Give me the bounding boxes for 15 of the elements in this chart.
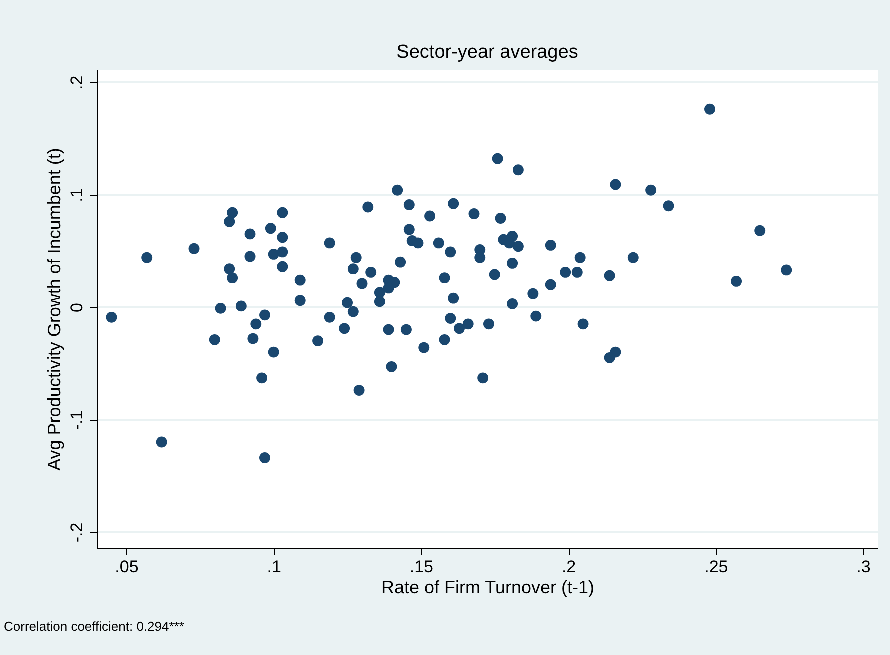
- y-tick-label: -.1: [68, 410, 86, 430]
- text: Correlation coefficient: 0.294***: [4, 619, 184, 634]
- y-tick-label: .1: [68, 188, 86, 202]
- chart-title: Sector-year averages: [396, 42, 578, 63]
- y-axis-title: Avg Productivity Growth of Incumbent (t): [44, 148, 64, 471]
- y-tick-label: .2: [68, 76, 86, 90]
- y-tick-label: 0: [68, 303, 86, 313]
- x-tick-label: .25: [704, 558, 728, 576]
- x-axis-title: Rate of Firm Turnover (t-1): [381, 578, 595, 598]
- x-tick-label: .15: [410, 558, 434, 576]
- y-tick-label: -.2: [68, 522, 86, 543]
- x-tick-label: .3: [856, 558, 871, 576]
- x-tick-label: .2: [562, 558, 576, 576]
- x-tick-label: .05: [115, 558, 139, 576]
- x-tick-label: .1: [267, 558, 282, 576]
